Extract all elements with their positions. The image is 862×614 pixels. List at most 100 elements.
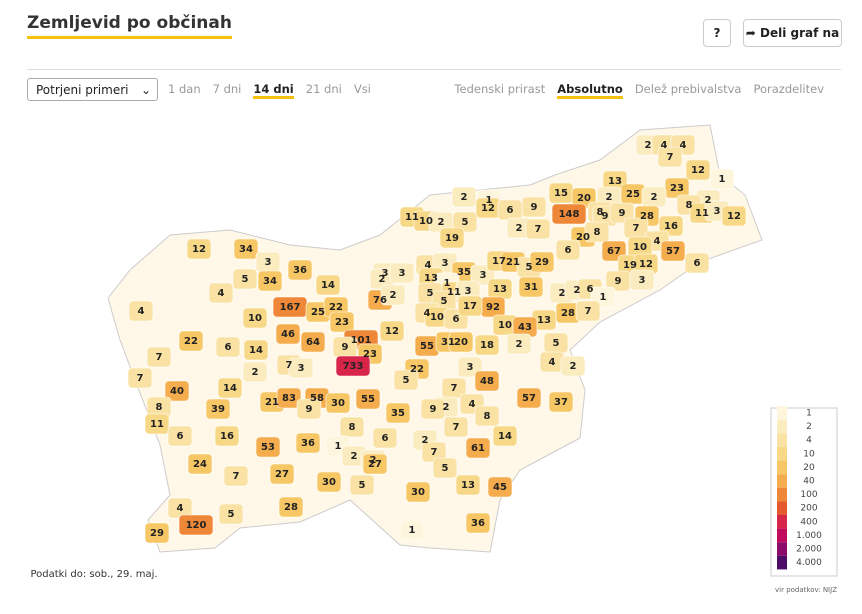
help-button[interactable]: ? xyxy=(703,19,731,47)
tab[interactable]: Tedenski prirast xyxy=(454,82,546,96)
value-label: 6 xyxy=(453,314,460,325)
value-label: 1 xyxy=(719,174,726,185)
tab[interactable]: 7 dni xyxy=(212,82,242,96)
value-label: 5 xyxy=(427,288,434,299)
municipality xyxy=(288,357,314,379)
municipality xyxy=(164,380,190,402)
municipality xyxy=(362,453,388,475)
municipality xyxy=(127,367,153,389)
value-label: 2 xyxy=(570,361,577,372)
value-label: 11 xyxy=(150,419,164,430)
value-label: 30 xyxy=(322,477,336,488)
value-label: 5 xyxy=(442,463,449,474)
legend-swatch xyxy=(777,474,787,488)
legend-label: 1.000 xyxy=(796,531,822,541)
value-label: 3 xyxy=(480,270,487,281)
legend-label: 20 xyxy=(803,463,815,473)
value-label: 10 xyxy=(633,242,647,253)
legend-swatch xyxy=(777,487,787,502)
value-label: 3 xyxy=(442,258,449,269)
municipality xyxy=(405,481,431,503)
value-label: 15 xyxy=(554,188,568,199)
value-label: 5 xyxy=(403,375,410,386)
municipality xyxy=(208,282,234,304)
value-label: 167 xyxy=(280,302,301,313)
legend-label: 2 xyxy=(806,422,812,432)
value-label: 29 xyxy=(535,257,549,268)
municipality xyxy=(560,355,586,377)
value-label: 7 xyxy=(535,224,542,235)
tab[interactable]: Absolutno xyxy=(557,82,623,99)
municipality xyxy=(516,387,542,409)
municipality xyxy=(276,387,302,409)
share-button[interactable]: ➦ Deli graf na xyxy=(743,19,842,47)
value-label: 2 xyxy=(516,223,523,234)
municipality xyxy=(355,388,381,410)
municipality xyxy=(223,465,249,487)
value-label: 5 xyxy=(441,296,448,307)
source: vir podatkov: NIJZ xyxy=(775,586,837,594)
value-label: 2 xyxy=(645,140,652,151)
value-label: 6 xyxy=(177,431,184,442)
municipality xyxy=(518,276,544,298)
municipality xyxy=(575,300,601,322)
value-label: 11 xyxy=(695,208,709,219)
municipality xyxy=(186,238,212,260)
value-label: 23 xyxy=(363,349,377,360)
value-label: 21 xyxy=(506,257,520,268)
value-label: 27 xyxy=(368,459,382,470)
municipality xyxy=(385,402,411,424)
value-label: 11 xyxy=(405,212,419,223)
value-label: 4 xyxy=(680,140,687,151)
value-label: 30 xyxy=(411,487,425,498)
value-label: 19 xyxy=(623,260,637,271)
value-label: 10 xyxy=(419,216,433,227)
value-label: 8 xyxy=(349,422,356,433)
municipality xyxy=(296,398,322,420)
value-label: 6 xyxy=(587,284,594,295)
municipality xyxy=(555,239,581,261)
tab[interactable]: Porazdelitev xyxy=(753,82,824,96)
value-label: 27 xyxy=(275,469,289,480)
value-label: 14 xyxy=(498,431,512,442)
legend-label: 4.000 xyxy=(796,558,822,568)
municipality xyxy=(457,295,483,317)
municipality xyxy=(233,238,259,260)
value-label: 58 xyxy=(310,393,324,404)
municipality xyxy=(187,453,213,475)
value-label: 36 xyxy=(301,438,315,449)
municipality xyxy=(439,227,465,249)
municipality xyxy=(492,425,518,447)
value-label: 34 xyxy=(239,244,253,255)
tab[interactable]: 21 dni xyxy=(305,82,342,96)
municipality xyxy=(255,436,281,458)
select[interactable]: Potrjeni primeri ⌄ xyxy=(27,78,158,101)
municipality xyxy=(257,270,283,292)
value-label: 17 xyxy=(492,256,506,267)
municipality xyxy=(685,159,711,181)
value-label: 5 xyxy=(526,262,533,273)
value-label: 16 xyxy=(664,221,678,232)
value-label: 4 xyxy=(654,236,661,247)
value-label: 34 xyxy=(263,276,277,287)
legend-label: 10 xyxy=(803,449,815,459)
municipality xyxy=(451,186,477,208)
municipality xyxy=(329,311,355,333)
tab[interactable]: Delež prebivalstva xyxy=(634,82,742,96)
value-label: 5 xyxy=(242,274,249,285)
value-label: 20 xyxy=(577,193,591,204)
value-label: 7 xyxy=(667,152,674,163)
period-tabs: 1 dan 7 dni 14 dni 21 dni Vsi xyxy=(168,82,383,99)
municipality xyxy=(432,457,458,479)
value-label: 2 xyxy=(351,451,358,462)
tab[interactable]: Vsi xyxy=(353,82,371,96)
value-label: 67 xyxy=(607,246,621,257)
tab[interactable]: 14 dni xyxy=(253,82,294,99)
municipality xyxy=(657,146,683,168)
value-label: 9 xyxy=(430,404,437,415)
value-label: 7 xyxy=(431,447,438,458)
tab[interactable]: 1 dan xyxy=(168,82,201,96)
value-label: 28 xyxy=(284,502,298,513)
value-label: 7 xyxy=(156,352,163,363)
